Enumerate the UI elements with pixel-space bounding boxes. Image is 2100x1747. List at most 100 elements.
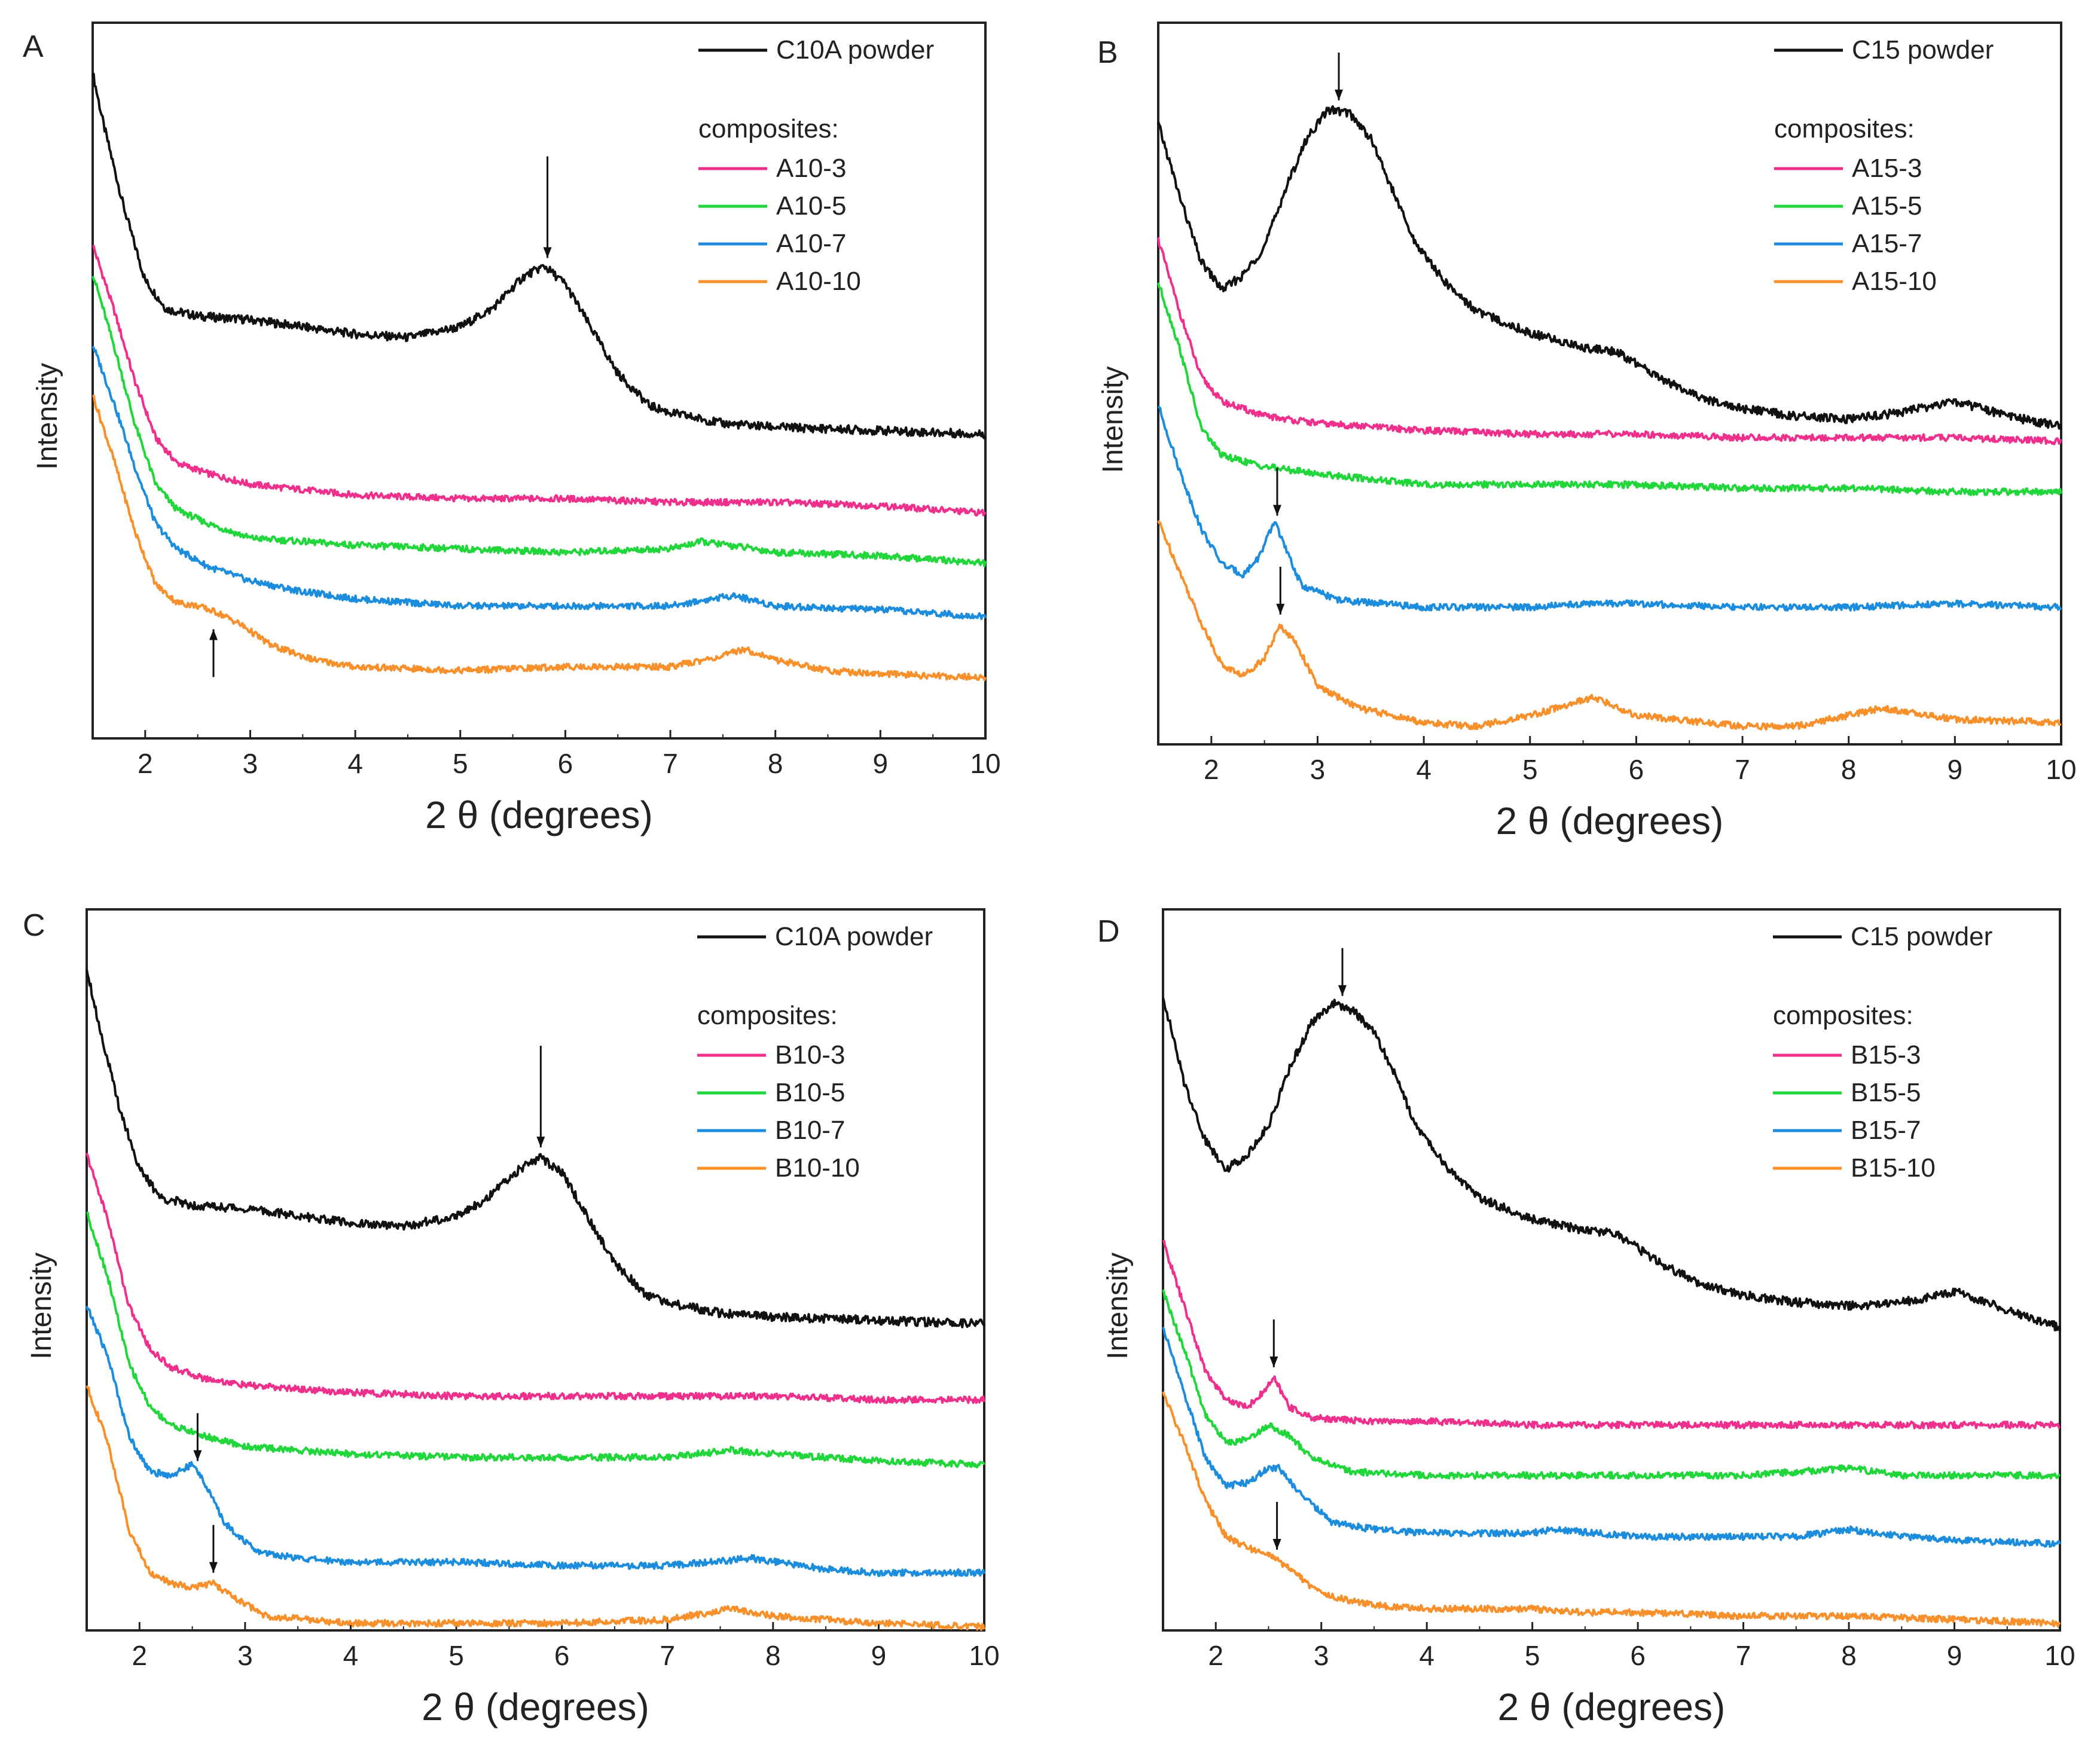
x-tick-label: 2 [1204, 754, 1219, 785]
legend-label: B10-7 [775, 1116, 845, 1145]
legend-label: B15-3 [1851, 1040, 1921, 1070]
x-tick-label: 6 [1630, 1640, 1646, 1671]
series-line-C10A powder [86, 969, 985, 1328]
peak-arrow-head [1335, 89, 1343, 100]
x-tick-label: 9 [1947, 1640, 1962, 1671]
x-tick-label: 5 [453, 748, 468, 779]
x-tick-label: 2 [1208, 1640, 1223, 1671]
series-line-B10-7 [86, 1306, 985, 1577]
series-line-B15-5 [1162, 1289, 2061, 1480]
x-axis-label: 2 θ (degrees) [422, 1685, 649, 1728]
panel-A: A 2 3 4 5 6 7 8 9 10 2 θ (degrees) Intensity C10A po… [23, 22, 1001, 836]
x-tick-label: 7 [1736, 1640, 1751, 1671]
legend-label-powder: C10A powder [776, 35, 934, 65]
legend-composites-heading: composites: [698, 114, 839, 143]
peak-arrow-head [1269, 1356, 1278, 1367]
series-line-B15-10 [1162, 1391, 2061, 1627]
x-tick-label: 4 [1416, 754, 1431, 785]
panel-C: C 2 3 4 5 6 7 8 9 10 2 θ (degrees) Intensity C10A po… [23, 908, 1000, 1728]
x-tick-label: 8 [765, 1640, 781, 1671]
peak-arrow-head [1272, 505, 1281, 516]
x-tick-label: 6 [1629, 754, 1644, 785]
panel-D: D 2 3 4 5 6 7 8 9 10 2 θ (degrees) Intensity C15 pow… [1097, 908, 2075, 1728]
plot-frame [1157, 22, 2062, 746]
legend-composites-heading: composites: [697, 1001, 838, 1030]
legend-label: B15-7 [1851, 1116, 1921, 1145]
x-axis-label: 2 θ (degrees) [1496, 799, 1724, 842]
legend-label: A10-7 [776, 229, 846, 258]
x-tick-label: 10 [2044, 1640, 2075, 1671]
legend-label: B10-10 [775, 1153, 860, 1183]
x-axis-label: 2 θ (degrees) [425, 793, 653, 836]
legend-label: A10-10 [776, 267, 861, 296]
x-tick-label: 5 [1525, 1640, 1540, 1671]
x-tick-label: 10 [2046, 754, 2076, 785]
peak-arrow-head [209, 629, 218, 640]
series-line-B15-7 [1162, 1327, 2061, 1548]
legend-label: A15-10 [1852, 267, 1937, 296]
legend-label-powder: C10A powder [775, 922, 933, 951]
x-tick-label: 4 [343, 1640, 359, 1671]
series-line-B10-5 [86, 1211, 985, 1468]
x-tick-label: 7 [1735, 754, 1750, 785]
legend-composites-heading: composites: [1774, 114, 1915, 143]
series-line-A15-5 [1157, 282, 2062, 496]
x-tick-label: 9 [871, 1640, 887, 1671]
x-tick-label: 10 [969, 1640, 999, 1671]
panel-letter: A [23, 29, 44, 64]
legend-label: A10-3 [776, 154, 846, 183]
x-tick-label: 5 [448, 1640, 464, 1671]
x-tick-label: 8 [1841, 754, 1857, 785]
peak-arrow-head [193, 1450, 202, 1461]
x-tick-label: 3 [1314, 1640, 1329, 1671]
panel-letter: D [1097, 914, 1120, 949]
panel-letter: B [1097, 35, 1118, 70]
x-tick-label: 8 [1841, 1640, 1857, 1671]
x-tick-label: 10 [970, 748, 1000, 779]
x-tick-label: 5 [1522, 754, 1538, 785]
x-tick-label: 6 [554, 1640, 570, 1671]
series-line-A10-3 [92, 245, 987, 517]
legend-label: B15-10 [1851, 1153, 1936, 1183]
x-tick-label: 3 [243, 748, 258, 779]
series-line-B15-3 [1162, 1239, 2061, 1430]
x-tick-label: 6 [558, 748, 573, 779]
legend-label: A15-7 [1852, 229, 1922, 258]
legend-label: B10-5 [775, 1078, 845, 1107]
x-axis-label: 2 θ (degrees) [1498, 1685, 1726, 1728]
x-tick-label: 3 [1310, 754, 1326, 785]
legend-label-powder: C15 powder [1851, 922, 1992, 951]
y-axis-label: Intensity [26, 1253, 57, 1360]
y-axis-label: Intensity [1097, 366, 1129, 473]
plot-frame [86, 908, 985, 1632]
series-line-A15-3 [1157, 237, 2062, 445]
peak-arrow-head [536, 1137, 545, 1148]
x-tick-label: 4 [347, 748, 363, 779]
legend-label: A15-5 [1852, 191, 1922, 221]
peak-arrow-head [209, 1562, 218, 1573]
series-line-C15 powder [1162, 997, 2061, 1332]
x-tick-label: 9 [873, 748, 889, 779]
plot-frame [91, 22, 987, 740]
peak-arrow-head [1276, 603, 1285, 615]
series-line-A10-10 [91, 395, 987, 682]
series-line-A15-10 [1157, 520, 2062, 731]
legend-label: A10-5 [776, 191, 846, 221]
series-line-C15 powder [1157, 105, 2062, 430]
legend-label-powder: C15 powder [1852, 35, 1994, 65]
peak-arrow-head [1272, 1539, 1281, 1550]
x-tick-label: 2 [138, 748, 153, 779]
peak-arrow-head [1338, 985, 1347, 996]
panel-letter: C [23, 908, 45, 943]
x-tick-label: 3 [237, 1640, 253, 1671]
series-line-B10-3 [86, 1152, 985, 1404]
x-tick-label: 4 [1419, 1640, 1434, 1671]
peak-arrow-head [543, 247, 552, 258]
x-tick-label: 2 [132, 1640, 147, 1671]
plot-frame [1162, 908, 2061, 1632]
x-tick-label: 8 [768, 748, 783, 779]
legend-label: B10-3 [775, 1040, 845, 1070]
panel-B: B 2 3 4 5 6 7 8 9 10 2 θ (degrees) Intensity C15 pow… [1097, 22, 2077, 842]
series-line-B10-10 [86, 1385, 985, 1631]
x-tick-label: 7 [663, 748, 678, 779]
